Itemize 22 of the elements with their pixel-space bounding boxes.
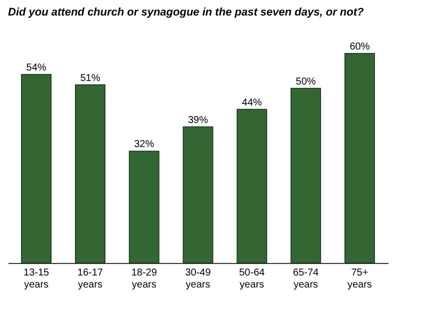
x-tick-label: 18-29 years (131, 268, 158, 290)
data-label: 60% (350, 41, 370, 52)
bar (21, 74, 52, 264)
data-label: 44% (242, 97, 262, 108)
data-label: 51% (80, 72, 100, 84)
x-tick-label: 30-49 years (185, 268, 212, 290)
data-label: 50% (296, 76, 316, 88)
data-label: 39% (188, 114, 208, 126)
bar (74, 84, 106, 264)
data-label: 32% (134, 139, 154, 150)
bar (344, 52, 375, 264)
bar (128, 150, 160, 264)
bar (182, 126, 214, 264)
x-tick-label: 75+ years (347, 268, 372, 290)
x-tick-label: 65-74 years (293, 268, 320, 290)
x-tick-label: 13-15 years (24, 268, 50, 290)
x-tick-label: 16-17 years (77, 268, 104, 290)
chart-title: Did you attend church or synagogue in the past seven days, or not? (8, 6, 364, 18)
bar (236, 108, 268, 264)
bar (290, 88, 322, 264)
x-tick-label: 50-64 years (239, 268, 266, 290)
data-label: 54% (26, 62, 46, 74)
